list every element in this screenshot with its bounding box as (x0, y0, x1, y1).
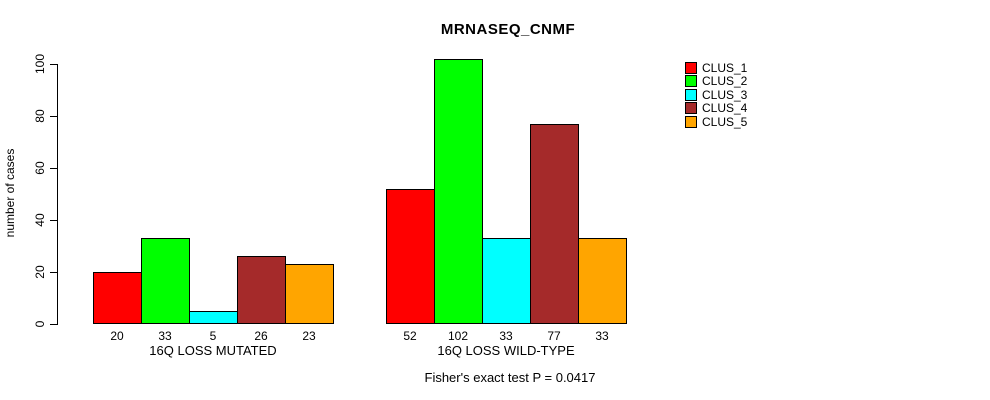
legend-swatch (685, 62, 697, 74)
y-tick-label: 60 (33, 161, 47, 175)
bar-value-label: 5 (209, 329, 217, 343)
bar (530, 124, 579, 324)
bar-value-label: 52 (403, 329, 417, 343)
chart-title: MRNASEQ_CNMF (440, 21, 576, 38)
bar (141, 238, 190, 324)
legend-swatch (685, 89, 697, 101)
y-tick-mark (50, 64, 57, 65)
bar-value-label: 20 (110, 329, 124, 343)
bar-value-label: 33 (595, 329, 609, 343)
legend-swatch (685, 116, 697, 128)
y-tick-label: 20 (33, 265, 47, 279)
y-tick-label: 100 (33, 53, 47, 75)
y-tick-mark (50, 220, 57, 221)
legend-label: CLUS_3 (702, 88, 748, 102)
y-tick-mark (50, 272, 57, 273)
y-axis-label: number of cases (3, 148, 17, 238)
legend-label: CLUS_5 (702, 115, 748, 129)
bar-value-label: 33 (499, 329, 513, 343)
y-tick-mark (50, 168, 57, 169)
bar (93, 272, 142, 324)
legend-label: CLUS_4 (702, 101, 748, 115)
bar-value-label: 102 (447, 329, 469, 343)
bar (237, 256, 286, 324)
y-tick-mark (50, 116, 57, 117)
bar-value-label: 23 (302, 329, 316, 343)
bar (189, 311, 238, 324)
bar-value-label: 26 (254, 329, 268, 343)
bar (434, 59, 483, 324)
y-axis-line (57, 64, 58, 325)
y-tick-label: 0 (33, 320, 47, 328)
legend-swatch (685, 102, 697, 114)
annotation-text: Fisher's exact test P = 0.0417 (424, 370, 596, 385)
legend-swatch (685, 75, 697, 87)
bar-value-label: 33 (158, 329, 172, 343)
y-tick-label: 40 (33, 213, 47, 227)
legend-label: CLUS_1 (702, 61, 748, 75)
legend-label: CLUS_2 (702, 74, 748, 88)
bar (578, 238, 627, 324)
bar (285, 264, 334, 324)
group-axis-label: 16Q LOSS WILD-TYPE (437, 343, 575, 358)
y-tick-label: 80 (33, 109, 47, 123)
bar (386, 189, 435, 324)
group-axis-label: 16Q LOSS MUTATED (149, 343, 277, 358)
bar-value-label: 77 (547, 329, 561, 343)
bar (482, 238, 531, 324)
y-tick-mark (50, 324, 57, 325)
